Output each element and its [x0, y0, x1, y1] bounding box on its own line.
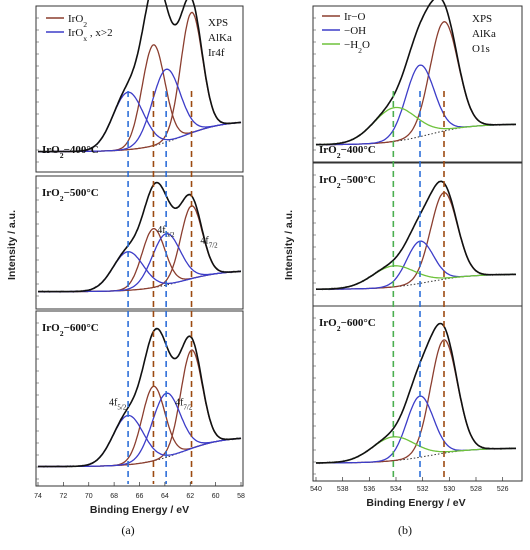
subpanel-label: IrO2−600°C [319, 317, 376, 333]
subpanel-frame [35, 310, 244, 487]
peak-label: 4f5/2 [157, 225, 175, 239]
x-axis-label: Binding Energy / eV [366, 497, 465, 509]
spectrum-title-line: AlKa [208, 32, 232, 44]
legend-label: IrOx , x>2 [68, 27, 113, 43]
component-irox-2 [38, 68, 242, 153]
subpanel-frame [35, 5, 244, 173]
panel-a-ir4f: IrO2−400°C IrO2−500°C 4f5/2 4f7/2 IrO2−600°C… [6, 0, 245, 516]
component-irox-1 [316, 395, 516, 464]
subpanel-frame [35, 175, 244, 310]
spectrum-title-line: XPS [208, 17, 228, 29]
caption-b: (b) [398, 523, 412, 537]
component-irox-1 [316, 64, 516, 146]
peak-label: 4f7/2 [175, 397, 193, 411]
x-tick-label: 70 [85, 493, 93, 500]
envelope-line [38, 181, 241, 293]
legend-label: −OH [344, 25, 366, 37]
x-tick-label: 536 [363, 486, 375, 493]
x-tick-label: 58 [237, 493, 245, 500]
panel-b-o1s: IrO2−400°C IrO2−500°C IrO2−600°C 540 538 536 5… [283, 0, 523, 509]
x-tick-label: 62 [186, 493, 194, 500]
x-tick-label: 74 [34, 493, 42, 500]
component-irox-1 [316, 240, 516, 290]
raw-spectrum [315, 323, 517, 465]
x-tick-label: 72 [59, 493, 67, 500]
x-tick-label: 540 [310, 486, 322, 493]
spectrum-title-line: O1s [472, 43, 490, 55]
subpanel-label: IrO2−400°C [319, 144, 376, 160]
x-tick-label: 538 [337, 486, 349, 493]
envelope-line [315, 0, 516, 146]
subpanel-label: IrO2−400°C [42, 144, 99, 160]
x-tick-label: 60 [212, 493, 220, 500]
x-axis-label: Binding Energy / eV [90, 504, 189, 516]
component-water-2 [316, 265, 516, 290]
component-ir_o2-0 [38, 349, 242, 468]
legend-label: Ir−O [344, 11, 366, 23]
x-tick-label: 534 [390, 486, 402, 493]
subpanel-frame [312, 5, 523, 163]
component-water-2 [316, 436, 516, 464]
envelope-line [316, 322, 516, 464]
x-tick-label: 64 [161, 493, 169, 500]
envelope-line [38, 327, 242, 468]
x-tick-label: 532 [417, 486, 429, 493]
envelope-line [38, 0, 242, 153]
legend-label: IrO2 [68, 13, 87, 29]
x-tick-label: 526 [497, 486, 509, 493]
component-water-2 [315, 106, 516, 146]
x-tick-label: 530 [443, 486, 455, 493]
x-tick-label: 68 [110, 493, 118, 500]
y-axis-label: Intensity / a.u. [283, 210, 295, 280]
caption-a: (a) [121, 523, 134, 537]
spectrum-title-line: AlKa [472, 28, 496, 40]
y-axis-label: Intensity / a.u. [6, 210, 18, 280]
spectrum-title-line: Ir4f [208, 47, 225, 59]
peak-label: 4f7/2 [200, 236, 218, 250]
raw-spectrum [37, 328, 242, 469]
legend-label: −H2O [344, 39, 370, 55]
x-tick-label: 66 [136, 493, 144, 500]
subpanel-label: IrO2−500°C [42, 187, 99, 203]
spectrum-title-line: XPS [472, 13, 492, 25]
subpanel-frame [312, 305, 523, 482]
subpanel-label: IrO2−500°C [319, 174, 376, 190]
peak-label: 4f5/2 [109, 397, 127, 411]
envelope-line [316, 180, 516, 290]
subpanel-label: IrO2−600°C [42, 322, 99, 338]
x-tick-label: 528 [470, 486, 482, 493]
